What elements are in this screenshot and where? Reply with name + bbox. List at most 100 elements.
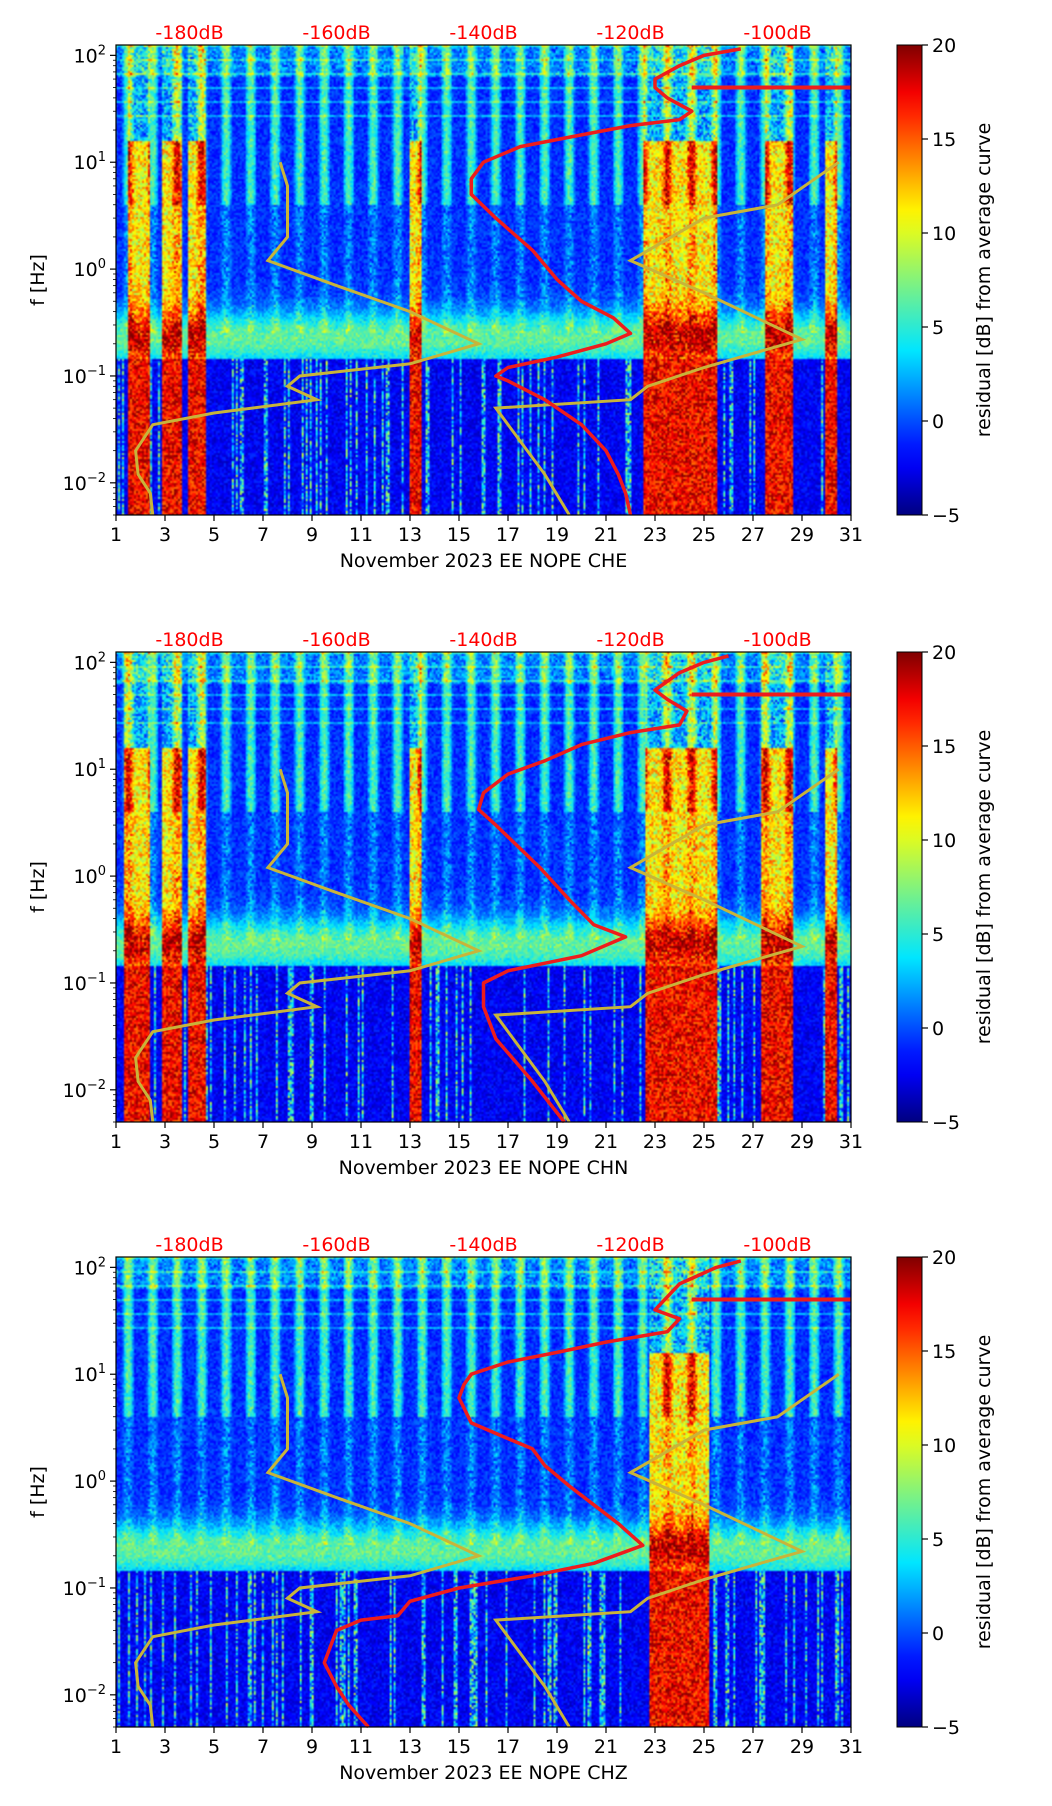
plot-frame (115, 1256, 852, 1728)
x-tick-label: 25 (692, 1131, 716, 1153)
colorbar (896, 44, 923, 516)
db-scale-label: -180dB (155, 1234, 223, 1256)
x-tick-label: 21 (594, 524, 618, 546)
y-axis-label: f [Hz] (27, 254, 49, 306)
colorbar-tick-label: −5 (932, 505, 960, 527)
db-scale-label: -120dB (596, 22, 664, 44)
db-scale-label: -140dB (449, 22, 517, 44)
spectrogram-image (116, 1257, 851, 1727)
colorbar-tick-label: 0 (932, 411, 944, 433)
reference-curve-b (492, 160, 840, 516)
plot-frame (115, 44, 852, 516)
x-tick-label: 21 (594, 1131, 618, 1153)
db-scale-label: -160dB (302, 629, 370, 651)
y-tick-label: 10−1 (63, 364, 106, 388)
colorbar-tick-label: 15 (932, 736, 956, 758)
reference-curve-a (134, 768, 483, 1123)
x-tick-label: 23 (643, 1131, 667, 1153)
colorbar-tick-label: 20 (932, 35, 956, 57)
x-tick-label: 17 (496, 524, 520, 546)
x-tick-label: 17 (496, 1131, 520, 1153)
x-tick-label: 11 (349, 1131, 373, 1153)
x-tick-label: 7 (257, 1736, 269, 1758)
y-tick-label: 10−2 (63, 1683, 106, 1707)
x-tick-label: 15 (447, 524, 471, 546)
db-scale-label: -140dB (449, 629, 517, 651)
x-tick-label: 1 (110, 1131, 122, 1153)
x-tick-label: 27 (741, 524, 765, 546)
y-axis-label: f [Hz] (27, 861, 49, 913)
db-scale-label: -180dB (155, 22, 223, 44)
y-tick-label: 10−1 (63, 1576, 106, 1600)
x-tick-label: 5 (208, 524, 220, 546)
x-tick-label: 11 (349, 1736, 373, 1758)
plot-frame (115, 651, 852, 1123)
colorbar-tick-label: −5 (932, 1112, 960, 1134)
db-scale-label: -140dB (449, 1234, 517, 1256)
x-tick-label: 15 (447, 1736, 471, 1758)
colorbar-tick-label: −5 (932, 1717, 960, 1739)
x-tick-label: 5 (208, 1131, 220, 1153)
x-tick-label: 9 (306, 524, 318, 546)
x-tick-label: 13 (398, 524, 422, 546)
x-tick-label: 5 (208, 1736, 220, 1758)
x-tick-label: 17 (496, 1736, 520, 1758)
colorbar-tick-label: 20 (932, 642, 956, 664)
x-tick-label: 29 (790, 1131, 814, 1153)
x-tick-label: 31 (839, 524, 863, 546)
y-tick-label: 102 (74, 650, 106, 674)
x-axis-label: November 2023 EE NOPE CHZ (339, 1762, 628, 1784)
colorbar-tick-label: 10 (932, 223, 956, 245)
colorbar-label: residual [dB] from average curve (973, 1335, 995, 1650)
colorbar-label: residual [dB] from average curve (973, 730, 995, 1045)
x-tick-label: 23 (643, 1736, 667, 1758)
y-tick-label: 102 (74, 1255, 106, 1279)
colorbar-tick-label: 5 (932, 924, 944, 946)
y-tick-label: 101 (74, 1362, 106, 1386)
db-scale-label: -100dB (743, 629, 811, 651)
average-curve (476, 654, 729, 1124)
colorbar-tick-label: 15 (932, 1341, 956, 1363)
y-tick-label: 10−1 (63, 971, 106, 995)
average-curve (322, 1259, 742, 1729)
x-tick-label: 1 (110, 1736, 122, 1758)
x-tick-label: 23 (643, 524, 667, 546)
spectrogram-image (116, 45, 851, 515)
x-tick-label: 29 (790, 1736, 814, 1758)
x-tick-label: 25 (692, 524, 716, 546)
x-tick-label: 3 (159, 1736, 171, 1758)
colorbar-tick-label: 0 (932, 1018, 944, 1040)
colorbar-tick-label: 0 (932, 1623, 944, 1645)
average-curve (469, 47, 742, 516)
colorbar (896, 1256, 923, 1728)
x-axis-label: November 2023 EE NOPE CHN (339, 1157, 629, 1179)
reference-curve-b (492, 767, 840, 1123)
db-scale-label: -160dB (302, 1234, 370, 1256)
y-tick-label: 102 (74, 43, 106, 67)
colorbar-tick-label: 20 (932, 1247, 956, 1269)
x-tick-label: 13 (398, 1736, 422, 1758)
x-tick-label: 21 (594, 1736, 618, 1758)
x-tick-label: 3 (159, 1131, 171, 1153)
colorbar (896, 651, 923, 1123)
x-tick-label: 3 (159, 524, 171, 546)
reference-curve-a (134, 161, 483, 516)
x-tick-label: 19 (545, 1736, 569, 1758)
db-scale-label: -100dB (743, 22, 811, 44)
x-tick-label: 19 (545, 1131, 569, 1153)
x-tick-label: 7 (257, 524, 269, 546)
y-tick-label: 100 (74, 1469, 106, 1493)
reference-curve-a (134, 1373, 483, 1728)
colorbar-tick-label: 15 (932, 129, 956, 151)
y-axis-label: f [Hz] (27, 1466, 49, 1518)
y-tick-label: 10−2 (63, 1078, 106, 1102)
x-tick-label: 27 (741, 1131, 765, 1153)
colorbar-tick-label: 10 (932, 1435, 956, 1457)
x-tick-label: 15 (447, 1131, 471, 1153)
x-tick-label: 31 (839, 1131, 863, 1153)
y-tick-label: 100 (74, 864, 106, 888)
spectrogram-image (116, 652, 851, 1122)
colorbar-tick-label: 5 (932, 1529, 944, 1551)
